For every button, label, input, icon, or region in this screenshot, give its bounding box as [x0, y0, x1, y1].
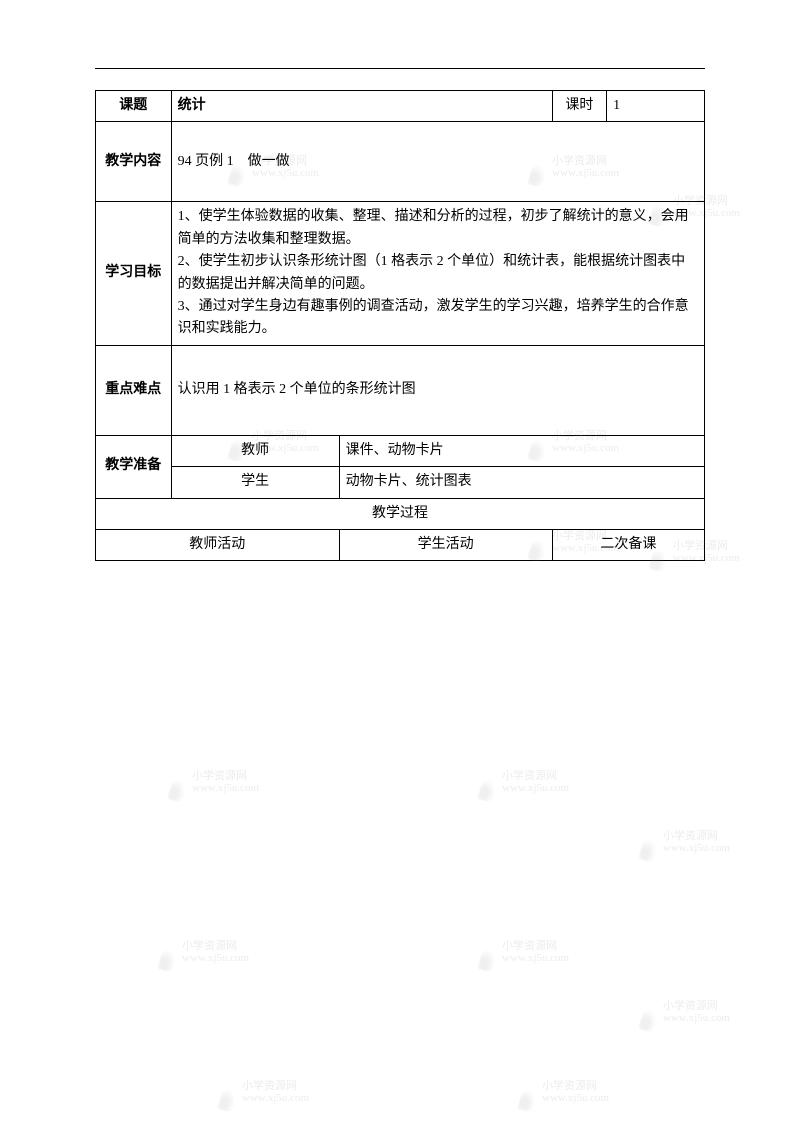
watermark: 小学资源网www.xj5u.com [160, 940, 249, 971]
teacher-activity-header: 教师活动 [96, 529, 340, 560]
watermark: 小学资源网www.xj5u.com [520, 1080, 609, 1111]
teaching-content: 94 页例 1 做一做 [171, 122, 704, 202]
watermark: 小学资源网www.xj5u.com [170, 770, 259, 801]
top-divider [95, 68, 705, 69]
title-row: 课题 统计 课时 1 [96, 91, 705, 122]
watermark: 小学资源网www.xj5u.com [480, 770, 569, 801]
student-label: 学生 [171, 467, 339, 498]
process-columns-row: 教师活动 学生活动 二次备课 [96, 529, 705, 560]
learning-objectives: 1、使学生体验数据的收集、整理、描述和分析的过程，初步了解统计的意义，会用简单的… [171, 202, 704, 345]
watermark: 小学资源网www.xj5u.com [220, 1080, 309, 1111]
teacher-label: 教师 [171, 435, 339, 466]
teaching-prep-label: 教学准备 [96, 435, 172, 498]
teaching-process-header: 教学过程 [96, 498, 705, 529]
prep-teacher-row: 教学准备 教师 课件、动物卡片 [96, 435, 705, 466]
prep-student-row: 学生 动物卡片、统计图表 [96, 467, 705, 498]
watermark: 小学资源网www.xj5u.com [480, 940, 569, 971]
topic-label: 课题 [96, 91, 172, 122]
period-label: 课时 [552, 91, 606, 122]
period-value: 1 [607, 91, 705, 122]
secondary-prep-header: 二次备课 [552, 529, 704, 560]
process-header-row: 教学过程 [96, 498, 705, 529]
teaching-content-label: 教学内容 [96, 122, 172, 202]
topic-title: 统计 [171, 91, 552, 122]
lesson-plan-table: 课题 统计 课时 1 教学内容 94 页例 1 做一做 学习目标 1、使学生体验… [95, 90, 705, 561]
student-activity-header: 学生活动 [339, 529, 552, 560]
key-difficulty-label: 重点难点 [96, 345, 172, 435]
learning-objectives-label: 学习目标 [96, 202, 172, 345]
keypoints-row: 重点难点 认识用 1 格表示 2 个单位的条形统计图 [96, 345, 705, 435]
watermark: 小学资源网www.xj5u.com [641, 1000, 730, 1031]
objectives-row: 学习目标 1、使学生体验数据的收集、整理、描述和分析的过程，初步了解统计的意义，… [96, 202, 705, 345]
key-difficulty: 认识用 1 格表示 2 个单位的条形统计图 [171, 345, 704, 435]
teacher-prep: 课件、动物卡片 [339, 435, 704, 466]
content-row: 教学内容 94 页例 1 做一做 [96, 122, 705, 202]
watermark: 小学资源网www.xj5u.com [641, 830, 730, 861]
student-prep: 动物卡片、统计图表 [339, 467, 704, 498]
